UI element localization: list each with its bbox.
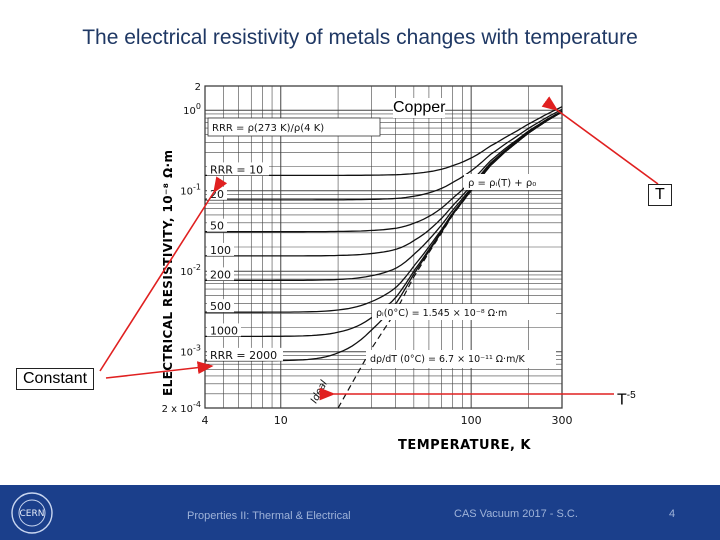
matthiessen-box (464, 174, 556, 190)
y-tick-label: 100 (183, 102, 201, 117)
callout-t-minus5: T-5 (617, 386, 636, 411)
rrr-curve (205, 110, 563, 257)
rrr-label: 500 (210, 300, 231, 313)
rrr-definition: RRR = ρ(273 K)/ρ(4 K) (212, 123, 324, 134)
cern-logo-icon: CERN (11, 492, 53, 534)
t-minus5-base: T (617, 391, 627, 409)
rrr-label-bg (207, 242, 234, 256)
footer-left: Properties II: Thermal & Electrical (187, 510, 351, 522)
drho-box (366, 350, 556, 368)
rrr-label: RRR = 10 (210, 163, 263, 176)
rrr-label-bg (207, 162, 269, 176)
y-tick-label: 10-3 (180, 344, 201, 359)
x-tick-label: 100 (461, 414, 482, 427)
drho-value: dρ/dT (0°C) = 6.7 × 10⁻¹¹ Ω·m/K (370, 354, 526, 365)
cern-logo-text: CERN (20, 509, 45, 519)
y-tick-label: 10-2 (180, 263, 201, 278)
rrr-label: 1000 (210, 324, 238, 337)
footer-bar: Properties II: Thermal & Electrical CAS … (0, 485, 720, 540)
matthiessen-rule: ρ = ρᵢ(T) + ρ₀ (468, 178, 536, 189)
slide-title: The electrical resistivity of metals cha… (82, 26, 638, 49)
rrr-label: 100 (210, 244, 231, 257)
rrr-label-bg (207, 267, 234, 281)
rrr-curve (205, 110, 563, 233)
arrow-t (541, 96, 659, 185)
x-tick-label: 10 (274, 414, 288, 427)
rrr-label-bg (207, 347, 283, 361)
y-tick-label: 2 x 10-4 (162, 400, 201, 415)
rrr-label-bg (207, 299, 234, 313)
callout-copper: Copper (393, 98, 446, 118)
y-tick-label: 2 (195, 82, 201, 93)
rrr-label-bg (207, 218, 227, 232)
resistivity-chart: 4 10 100 300 2 100 10-1 10-2 10-3 2 x 10-4 RRR = … (99, 82, 659, 453)
arrow-constant-2 (105, 361, 214, 379)
rho-i-box (372, 304, 556, 320)
y-axis-label: ELECTRICAL RESISTIVITY, 10⁻⁸ Ω·m (161, 150, 175, 396)
rrr-label-bg (207, 323, 241, 337)
callout-constant: Constant (16, 368, 95, 390)
x-tick-label: 300 (552, 414, 573, 427)
rrr-curve (205, 108, 563, 201)
y-tick-label: 10-1 (180, 183, 201, 198)
rho-i-value: ρᵢ(0°C) = 1.545 × 10⁻⁸ Ω·m (376, 308, 507, 319)
t-minus5-exponent: -5 (626, 390, 636, 401)
page-number: 4 (669, 508, 676, 520)
rrr-label: 50 (210, 220, 224, 233)
rrr-label: RRR = 2000 (210, 349, 277, 362)
x-tick-label: 4 (202, 414, 209, 427)
callout-t: T (648, 184, 672, 206)
arrow-constant (99, 176, 228, 372)
footer-center: CAS Vacuum 2017 - S.C. (454, 508, 578, 520)
rrr-definition-box (207, 117, 381, 137)
x-axis-label: TEMPERATURE, K (398, 438, 531, 453)
rrr-label: 200 (210, 268, 231, 281)
